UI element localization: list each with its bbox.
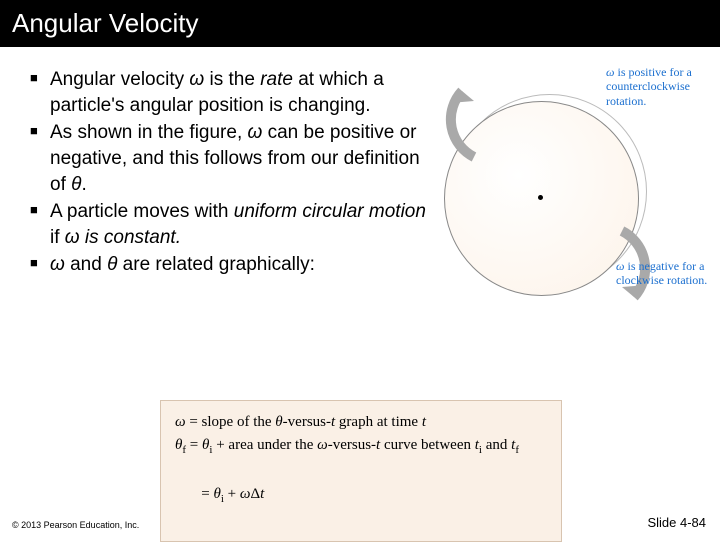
slide-title: Angular Velocity bbox=[12, 8, 198, 38]
text: -versus- bbox=[283, 414, 331, 430]
bullet-3: A particle moves with uniform circular m… bbox=[30, 199, 430, 250]
text: and bbox=[65, 254, 107, 275]
text: graph at time bbox=[335, 414, 422, 430]
t-symbol: t bbox=[422, 414, 426, 430]
t-symbol: t bbox=[260, 486, 264, 502]
eq-line-2: θf = θi + area under the ω-versus-t curv… bbox=[175, 434, 547, 459]
eq-line-1: ω = slope of the θ-versus-t graph at tim… bbox=[175, 411, 547, 434]
ucm-phrase: uniform circular motion bbox=[234, 201, 426, 222]
slide-title-bar: Angular Velocity bbox=[0, 0, 720, 47]
rate-word: rate bbox=[260, 69, 293, 90]
text: A particle moves with bbox=[50, 201, 234, 222]
theta-symbol: θ bbox=[107, 254, 117, 275]
slide-number: Slide 4-84 bbox=[647, 515, 706, 530]
center-dot bbox=[538, 195, 543, 200]
text: = slope of the bbox=[186, 414, 276, 430]
omega-symbol: ω bbox=[50, 254, 65, 275]
sub-f: f bbox=[515, 444, 519, 456]
text: + bbox=[224, 486, 240, 502]
text: and bbox=[482, 437, 511, 453]
ccw-arrow-icon bbox=[426, 79, 496, 169]
theta-symbol: θ bbox=[71, 174, 81, 195]
delta-symbol: Δ bbox=[250, 486, 260, 502]
omega-symbol: ω bbox=[65, 227, 80, 248]
text: = bbox=[190, 486, 213, 502]
bullet-2: As shown in the figure, ω can be positiv… bbox=[30, 120, 430, 197]
text: if bbox=[50, 227, 65, 248]
bullet-4: ω and θ are related graphically: bbox=[30, 252, 430, 278]
text: is constant. bbox=[80, 227, 181, 248]
text: Angular velocity bbox=[50, 69, 189, 90]
omega-symbol: ω bbox=[175, 414, 186, 430]
omega-symbol: ω bbox=[189, 69, 204, 90]
theta-symbol: θ bbox=[213, 486, 220, 502]
text: = bbox=[186, 437, 202, 453]
copyright-footer: © 2013 Pearson Education, Inc. bbox=[12, 520, 139, 530]
annotation-cw: ω is negative for a clockwise rotation. bbox=[616, 259, 708, 288]
bullet-list: Angular velocity ω is the rate at which … bbox=[0, 67, 430, 278]
omega-symbol: ω bbox=[240, 486, 251, 502]
rotation-figure: ω is positive for a counterclockwise rot… bbox=[434, 59, 714, 319]
text: curve between bbox=[380, 437, 475, 453]
bullet-1: Angular velocity ω is the rate at which … bbox=[30, 67, 430, 118]
text: . bbox=[81, 174, 86, 195]
theta-symbol: θ bbox=[275, 414, 282, 430]
text: -versus- bbox=[328, 437, 376, 453]
text: As shown in the figure, bbox=[50, 122, 248, 143]
content-area: Angular velocity ω is the rate at which … bbox=[0, 47, 720, 278]
eq-line-3: = θi + ωΔt bbox=[175, 459, 547, 531]
text: + area under the bbox=[212, 437, 317, 453]
omega-symbol: ω bbox=[248, 122, 263, 143]
equation-box: ω = slope of the θ-versus-t graph at tim… bbox=[160, 400, 562, 542]
omega-symbol: ω bbox=[317, 437, 328, 453]
text: is the bbox=[204, 69, 260, 90]
text: are related graphically: bbox=[117, 254, 315, 275]
annotation-ccw: ω is positive for a counterclockwise rot… bbox=[606, 65, 714, 108]
